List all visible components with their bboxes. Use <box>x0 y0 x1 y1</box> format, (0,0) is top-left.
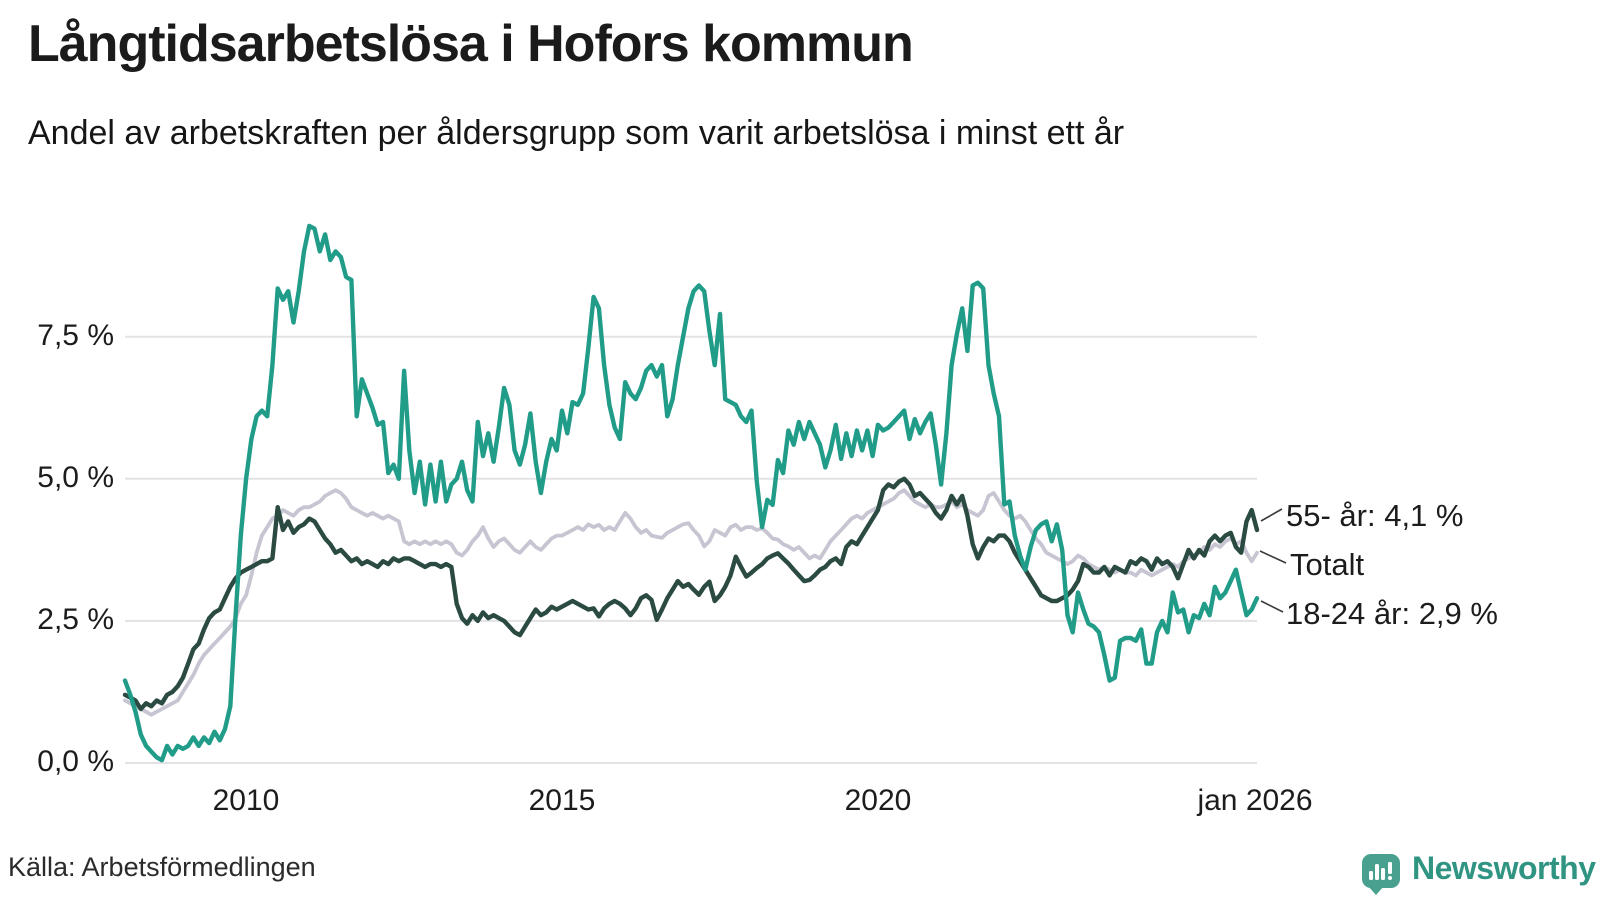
y-tick-5-0: 5,0 % <box>37 461 114 494</box>
chart-subtitle: Andel av arbetskraften per åldersgrupp s… <box>28 114 1125 152</box>
series-label-18-24: 18-24 år: 2,9 % <box>1286 596 1498 631</box>
x-tick-jan-2026: jan 2026 <box>1197 784 1313 817</box>
x-tick-2015: 2015 <box>528 784 596 817</box>
logo-exclamation-dot <box>1388 876 1392 880</box>
logo-bar-1 <box>1369 871 1373 880</box>
x-tick-2020: 2020 <box>844 784 912 817</box>
logo-exclamation-line <box>1388 862 1392 874</box>
series-label-totalt: Totalt <box>1290 547 1365 582</box>
label-connectors <box>1259 508 1287 613</box>
newsworthy-logo: Newsworthy <box>1362 850 1600 896</box>
line-55 <box>122 476 1260 712</box>
y-tick-2-5: 2,5 % <box>37 603 114 636</box>
line-18-24 <box>122 223 1260 763</box>
y-tick-7-5: 7,5 % <box>37 319 114 352</box>
logo-bar-2 <box>1375 864 1379 880</box>
gridlines <box>125 335 1257 764</box>
source-note: Källa: Arbetsförmedlingen <box>8 852 316 882</box>
connector-55 <box>1260 508 1283 522</box>
newsworthy-wordmark: Newsworthy <box>1412 850 1596 886</box>
newsworthy-bar-chart-icon <box>1362 854 1400 895</box>
connector-18-24 <box>1260 600 1284 613</box>
page-title: Långtidsarbetslösa i Hofors kommun <box>28 15 914 73</box>
y-tick-0-0: 0,0 % <box>37 745 114 778</box>
chart-series <box>122 223 1260 763</box>
logo-bar-3 <box>1381 868 1385 880</box>
x-tick-2010: 2010 <box>212 784 280 817</box>
series-label-55: 55- år: 4,1 % <box>1286 498 1464 533</box>
connector-totalt <box>1259 550 1287 564</box>
line-totalt <box>123 488 1259 717</box>
